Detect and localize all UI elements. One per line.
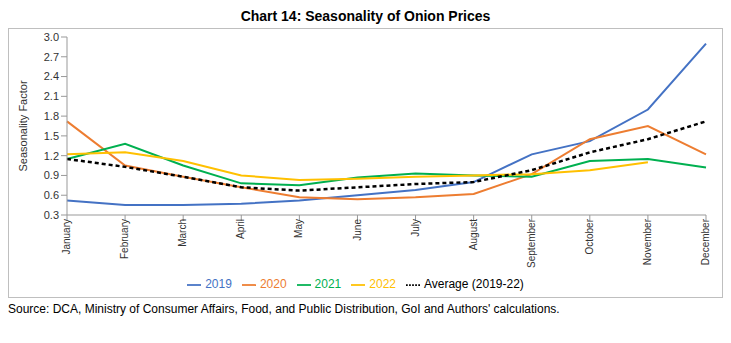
svg-text:August: August (468, 219, 479, 250)
svg-text:2.1: 2.1 (44, 90, 59, 102)
svg-text:0.3: 0.3 (44, 209, 59, 221)
svg-text:2.7: 2.7 (44, 51, 59, 63)
svg-text:January: January (61, 219, 72, 255)
svg-text:0.9: 0.9 (44, 169, 59, 181)
svg-text:Seasonality Factor: Seasonality Factor (17, 80, 29, 171)
svg-text:3.0: 3.0 (44, 31, 59, 43)
html-text:2019: 2019 (205, 277, 232, 291)
html-text:2020: 2020 (259, 277, 287, 291)
svg-text:1.8: 1.8 (44, 110, 59, 122)
svg-text:December: December (700, 218, 711, 265)
html-text:2022: 2022 (369, 277, 396, 291)
svg-text:July: July (410, 219, 421, 237)
html-text:2021: 2021 (314, 277, 342, 291)
svg-text:February: February (119, 219, 130, 259)
svg-text:October: October (584, 218, 595, 254)
html-text:Average (2019-22): Average (2019-22) (424, 277, 524, 291)
svg-text:2.4: 2.4 (44, 70, 59, 82)
svg-text:April: April (235, 219, 246, 239)
svg-text:March: March (177, 219, 188, 247)
svg-text:1.2: 1.2 (44, 150, 59, 162)
svg-text:May: May (293, 219, 304, 238)
html-text:Chart 14: Seasonality of Onion: Chart 14: Seasonality of Onion Prices (240, 8, 491, 24)
svg-text:November: November (642, 218, 653, 265)
svg-text:1.5: 1.5 (44, 130, 59, 142)
svg-text:September: September (526, 218, 537, 268)
svg-text:0.6: 0.6 (44, 189, 59, 201)
html-text:Source: DCA, Ministry of Consu: Source: DCA, Ministry of Consumer Affair… (8, 302, 560, 316)
svg-text:June: June (352, 219, 363, 241)
